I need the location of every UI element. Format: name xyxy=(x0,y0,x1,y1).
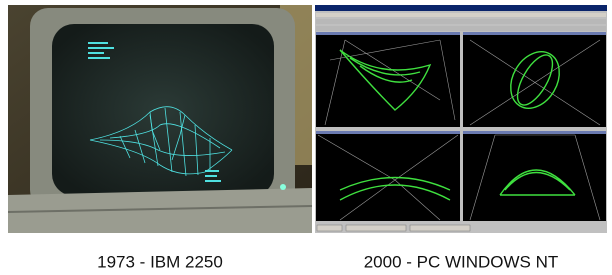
ibm-photo xyxy=(8,5,312,233)
windows-screenshot xyxy=(315,5,607,233)
caption: 1973 - IBM 2250 xyxy=(97,252,223,271)
figure: 1973 - IBM 2250 2000 - PC WINDOWS NT xyxy=(0,0,612,275)
caption: 2000 - PC WINDOWS NT xyxy=(364,252,559,271)
page: {"figures": [{"caption": "1973 - IBM 225… xyxy=(0,0,612,275)
